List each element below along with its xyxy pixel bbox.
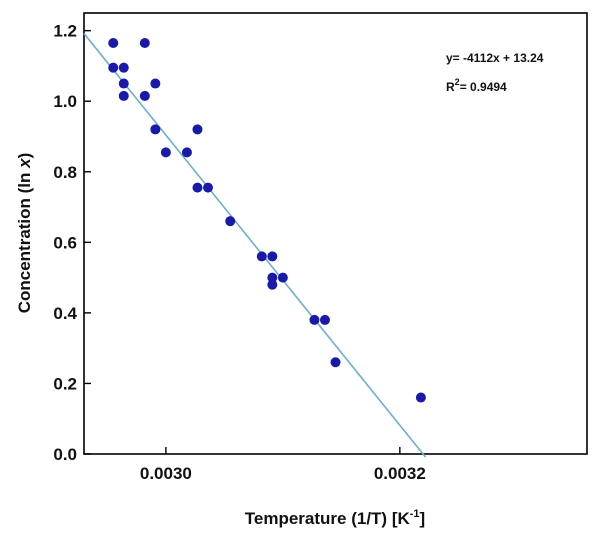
plot-frame [83,12,588,455]
data-point [108,37,119,48]
y-axis-title-variable: x [15,157,34,169]
data-point [181,147,192,158]
data-point [267,272,278,283]
y-tick-label: 0.8 [53,163,77,182]
x-axis: 0.0030 0.0032 [140,447,426,483]
data-point [330,357,341,368]
data-point [267,279,278,290]
data-point [415,392,426,403]
data-point [150,78,161,89]
data-point [139,37,150,48]
r-squared-prefix: R [446,80,455,94]
y-tick-label: 0.6 [53,233,77,252]
x-axis-title-main: Temperature (1/T) [K [245,509,411,528]
x-axis-title: Temperature (1/T) [K-1] [245,508,425,528]
data-point [256,251,267,262]
data-point [267,251,278,262]
data-point [118,78,129,89]
y-tick-label: 0.4 [53,304,77,323]
data-point [139,90,150,101]
r-squared: R2= 0.9494 [446,77,507,94]
data-point [118,90,129,101]
data-point [160,147,171,158]
data-points [108,37,426,403]
y-axis-title-suffix: ) [15,153,34,159]
fit-line [83,33,427,458]
x-tick-label: 0.0030 [140,464,192,483]
data-point [192,124,203,135]
data-point [192,182,203,193]
data-point [225,216,236,227]
r-squared-value: = 0.9494 [460,80,507,94]
y-axis-title-prefix: Concentration (ln [15,168,34,313]
fit-equation: y= -4112x + 13.24 [446,51,544,65]
data-point [202,182,213,193]
data-point [150,124,161,135]
y-tick-label: 0.0 [53,445,77,464]
y-tick-label: 0.2 [53,374,77,393]
y-tick-label: 1.2 [53,22,77,41]
data-point [108,62,119,73]
x-tick-label: 0.0032 [374,464,426,483]
y-axis-title: Concentration (ln x) [15,153,34,314]
r-squared-superscript: 2 [455,77,460,87]
y-axis: 0.0 0.2 0.4 0.6 0.8 1.0 1.2 [53,22,91,464]
data-point [277,272,288,283]
data-point [309,314,320,325]
data-point [118,62,129,73]
x-axis-title-end: ] [420,509,426,528]
x-axis-title-superscript: -1 [410,508,420,520]
y-tick-label: 1.0 [53,92,77,111]
data-point [319,314,330,325]
